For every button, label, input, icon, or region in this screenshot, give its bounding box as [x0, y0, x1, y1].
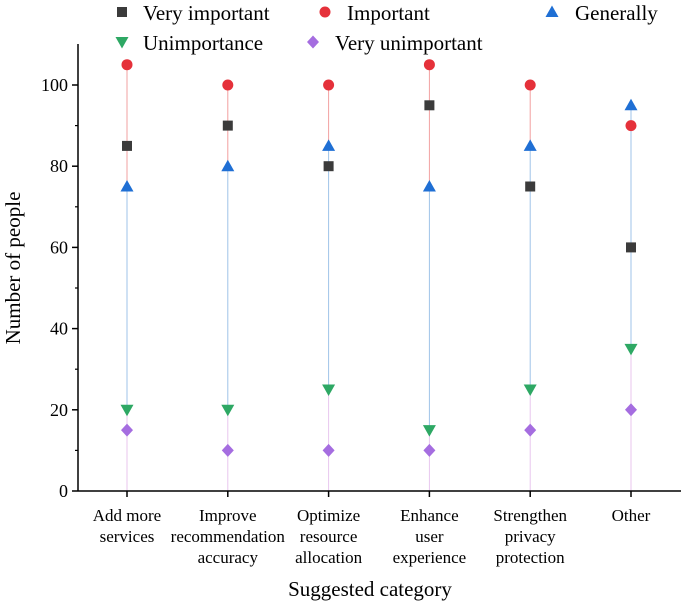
x-tick-label: Enhance user experience	[393, 506, 467, 567]
y-tick-label: 0	[59, 481, 68, 501]
data-point	[120, 404, 134, 417]
legend-label: Unimportance	[143, 31, 263, 55]
data-point	[222, 79, 234, 91]
data-point	[523, 384, 537, 396]
data-point	[424, 100, 435, 111]
y-tick-label: 20	[50, 400, 68, 420]
data-point	[624, 343, 638, 356]
data-point	[524, 79, 536, 91]
data-point	[423, 59, 435, 71]
y-ticks: 0 20 40 60 80 100	[41, 75, 78, 501]
data-point	[626, 242, 636, 253]
data-point	[625, 403, 637, 417]
x-tick-label: Other	[612, 506, 651, 525]
data-point	[121, 59, 133, 71]
legend-marker	[545, 5, 559, 17]
y-tick-label: 60	[50, 237, 68, 257]
x-tick-label: Add more services	[93, 506, 161, 546]
legend-label: Very important	[143, 1, 270, 25]
data-point	[122, 140, 132, 151]
data-point	[625, 120, 637, 132]
legend-label: Very unimportant	[335, 31, 483, 55]
data-point	[422, 425, 436, 437]
data-point	[323, 79, 335, 91]
legend-label: Generally	[575, 1, 658, 25]
data-point	[121, 423, 133, 437]
plot-area	[120, 59, 638, 491]
data-point	[523, 139, 537, 151]
data-point	[322, 443, 335, 457]
data-point	[525, 181, 536, 192]
x-axis-title: Suggested category	[288, 577, 452, 601]
legend-label: Important	[347, 1, 430, 25]
data-point	[222, 120, 233, 131]
legend: Very important Important Generally Unimport…	[115, 1, 658, 55]
x-tick-label: Improve recommendation accuracy	[171, 506, 286, 567]
legend-marker	[115, 37, 129, 49]
data-point	[221, 159, 235, 172]
data-point	[322, 384, 336, 396]
x-tick-label: Optimize resource allocation	[295, 506, 363, 567]
y-tick-label: 80	[50, 156, 68, 176]
data-point	[221, 404, 235, 417]
y-tick-label: 40	[50, 319, 68, 339]
data-point	[524, 423, 537, 437]
legend-marker	[117, 7, 127, 17]
x-tick-label: Strengthen privacy protection	[493, 506, 567, 567]
data-point	[422, 180, 436, 192]
data-point	[423, 443, 436, 457]
y-axis-title: Number of people	[1, 192, 25, 345]
data-point	[120, 180, 134, 192]
legend-marker	[307, 35, 319, 49]
data-point	[624, 98, 638, 111]
data-point	[322, 139, 336, 151]
data-point	[221, 443, 234, 457]
legend-marker	[319, 6, 331, 18]
data-point	[323, 161, 334, 172]
y-tick-label: 100	[41, 75, 68, 95]
